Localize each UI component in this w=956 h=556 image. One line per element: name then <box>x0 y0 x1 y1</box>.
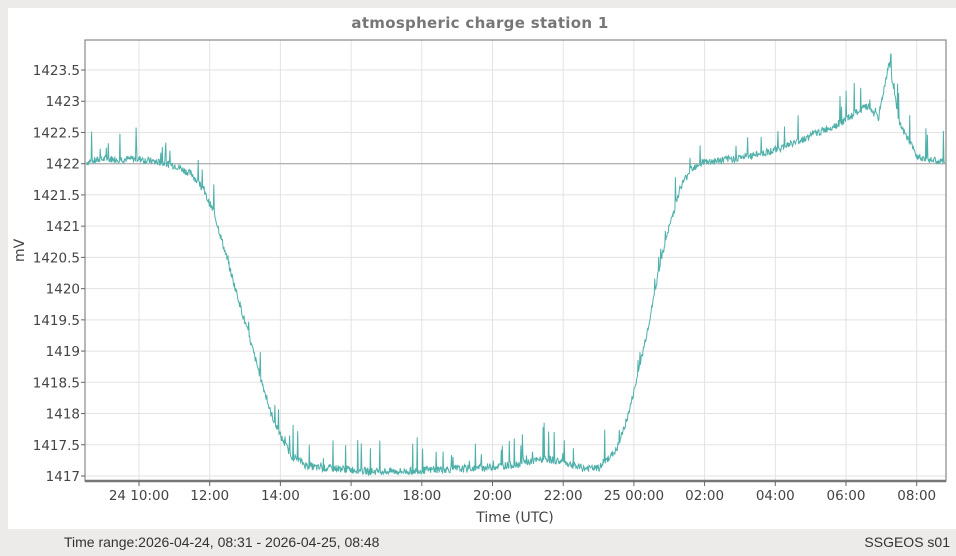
x-tick-label: 12:00 <box>190 488 229 504</box>
x-tick-label: 08:00 <box>897 488 936 504</box>
y-tick-label: 1417.5 <box>33 438 80 454</box>
x-tick-label: 14:00 <box>261 488 300 504</box>
y-tick-label: 1422.5 <box>33 125 80 141</box>
y-tick-label: 1419.5 <box>33 313 80 329</box>
y-tick-label: 1420 <box>46 282 80 298</box>
station-id-status: SSGEOS s01 <box>864 534 950 550</box>
y-tick-label: 1423.5 <box>33 63 80 79</box>
x-axis: 24 10:00 12:00 14:00 16:00 18:00 20:00 22:00 25… <box>109 481 936 504</box>
x-tick-label: 16:00 <box>332 488 371 504</box>
x-tick-label: 04:00 <box>756 488 795 504</box>
x-tick-label: 24 10:00 <box>109 488 169 504</box>
plot-frame <box>84 39 947 482</box>
x-tick-label: 06:00 <box>827 488 866 504</box>
y-tick-label: 1417 <box>46 469 80 485</box>
data-series-line <box>86 53 945 477</box>
x-tick-label: 18:00 <box>402 488 441 504</box>
chart-title: atmospheric charge station 1 <box>351 14 609 32</box>
y-tick-label: 1423 <box>46 94 80 110</box>
x-tick-label: 25 00:00 <box>604 488 664 504</box>
y-tick-label: 1421.5 <box>33 188 80 204</box>
x-axis-label: Time (UTC) <box>476 510 554 526</box>
y-axis: 1417 1417.5 1418 1418.5 1419 1419.5 1420 1420.5… <box>33 63 85 485</box>
y-tick-label: 1421 <box>46 219 80 235</box>
y-tick-label: 1418 <box>46 407 80 423</box>
time-range-status: Time range:2026-04-24, 08:31 - 2026-04-2… <box>64 534 380 550</box>
x-tick-label: 22:00 <box>544 488 583 504</box>
y-tick-label: 1422 <box>46 157 80 173</box>
y-tick-label: 1420.5 <box>33 250 80 266</box>
x-tick-label: 02:00 <box>685 488 724 504</box>
x-tick-label: 20:00 <box>473 488 512 504</box>
chart-panel <box>8 8 956 529</box>
y-axis-label: mV <box>12 238 28 262</box>
y-tick-label: 1418.5 <box>33 375 80 391</box>
y-tick-label: 1419 <box>46 344 80 360</box>
gridlines <box>85 40 946 481</box>
